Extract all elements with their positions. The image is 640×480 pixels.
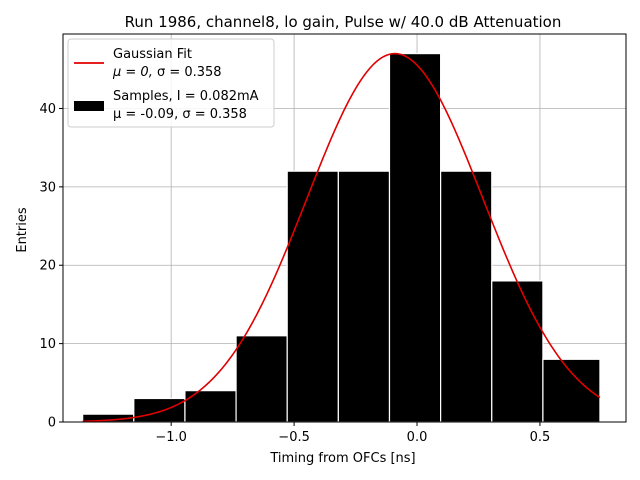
x-tick-label: −0.5 [278,430,310,445]
histogram-bar-1 [133,397,186,423]
chart-title: Run 1986, channel8, lo gain, Pulse w/ 40… [125,13,562,31]
y-axis-label: Entries [15,207,30,253]
legend-box [67,38,275,128]
histogram-bar-8 [491,280,544,423]
histogram-bar-5 [337,170,391,423]
x-axis-label: Timing from OFCs [ns] [269,451,415,466]
legend-samples-swatch [74,101,104,111]
legend-samples-sigma: σ = 0.358 [182,107,247,122]
y-tick-label: 10 [39,337,56,352]
y-tick-label: 40 [39,102,56,117]
y-tick-label: 0 [48,416,56,431]
y-tick-label: 20 [39,259,56,274]
x-tick-label: 0.0 [407,430,428,445]
gaussian-fit-curve [82,52,601,423]
legend-samples-label: Samples, I = 0.082mA [113,89,259,104]
legend-fit-params: μ = 0, σ = 0.358 [112,65,222,80]
axis-ticks: −1.0 −0.5 0.0 0.5 0 10 20 30 40 [39,102,550,445]
legend: Gaussian Fit μ = 0, σ = 0.358 Samples, I… [67,38,275,128]
histogram-bar-4 [286,170,339,423]
histogram-bar-7 [440,170,493,423]
legend-fit-mu: μ = 0, [112,65,157,80]
gaussian-fit [82,52,601,423]
y-tick-label: 30 [39,180,56,195]
histogram-bars [82,52,601,423]
x-tick-label: 0.5 [530,430,551,445]
plot-frame [62,33,627,423]
histogram-bar-3 [235,335,288,423]
histogram-bar-6 [388,52,442,423]
x-tick-label: −1.0 [155,430,187,445]
legend-fit-label: Gaussian Fit [113,47,192,62]
legend-fit-sigma: σ = 0.358 [157,65,222,80]
legend-samples-mu: μ = -0.09, [113,107,182,122]
legend-samples-params: μ = -0.09, σ = 0.358 [113,107,247,122]
